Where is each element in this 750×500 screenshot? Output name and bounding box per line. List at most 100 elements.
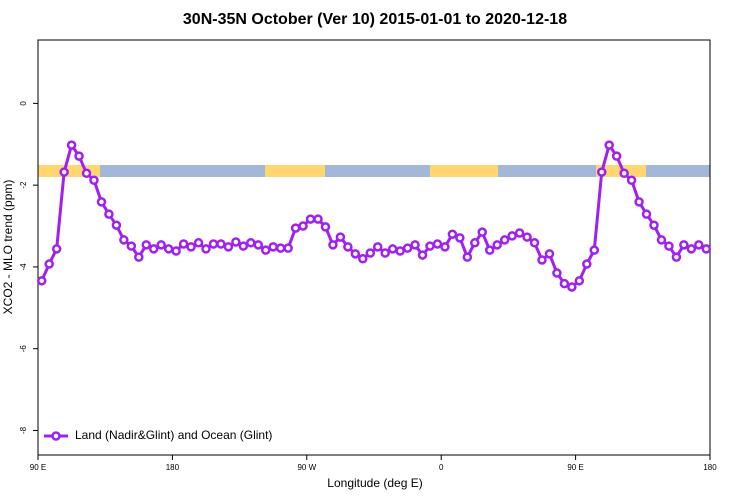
x-tick-label: 90 W	[297, 463, 316, 472]
data-point	[51, 244, 62, 254]
data-point	[611, 151, 622, 161]
data-point	[171, 246, 181, 256]
data-point	[208, 239, 219, 249]
data-point	[484, 245, 495, 255]
data-point	[499, 235, 510, 245]
data-point	[246, 238, 256, 248]
data-point	[313, 214, 323, 224]
data-point	[604, 140, 614, 150]
data-point	[163, 244, 174, 254]
data-point	[395, 246, 405, 256]
data-point	[275, 243, 286, 253]
data-point	[253, 240, 264, 250]
data-point	[119, 235, 129, 245]
data-point	[141, 240, 152, 250]
x-tick-label: 90 E	[30, 463, 46, 472]
data-point	[671, 252, 682, 262]
data-point	[701, 244, 712, 254]
land-ocean-band	[38, 165, 710, 177]
data-point	[634, 197, 644, 207]
y-tick-label: -6	[19, 345, 28, 353]
data-point	[268, 242, 278, 252]
data-point	[559, 278, 570, 289]
data-point	[148, 244, 159, 254]
data-point	[260, 245, 271, 255]
data-point	[402, 243, 413, 253]
data-point	[432, 239, 443, 249]
data-point	[567, 282, 577, 292]
data-point	[193, 238, 204, 248]
data-point	[238, 241, 249, 251]
data-point	[178, 239, 189, 249]
data-point	[365, 248, 376, 258]
land-band	[265, 165, 325, 177]
legend-marker	[51, 431, 61, 441]
data-point	[582, 259, 592, 269]
data-point	[589, 245, 600, 255]
data-point	[529, 238, 540, 248]
y-axis-label: XCO2 - MLO trend (ppm)	[1, 180, 15, 315]
data-point	[552, 268, 562, 278]
data-point	[231, 237, 241, 247]
land-band	[430, 165, 498, 177]
legend: Land (Nadir&Glint) and Ocean (Glint)	[44, 428, 272, 442]
data-point	[470, 238, 480, 248]
data-point	[477, 227, 488, 237]
data-point	[335, 232, 346, 242]
data-point	[641, 209, 652, 219]
x-tick-label: 180	[703, 463, 717, 472]
data-point	[134, 252, 144, 262]
data-point	[74, 151, 84, 161]
data-point	[417, 250, 428, 260]
data-point	[507, 231, 517, 241]
data-point	[320, 222, 331, 232]
data-point	[328, 240, 338, 250]
data-point	[455, 233, 465, 243]
y-tick-label: -4	[19, 263, 28, 271]
x-tick-label: 0	[439, 463, 444, 472]
data-point	[664, 241, 674, 251]
data-point	[619, 168, 629, 179]
data-point	[440, 242, 450, 252]
data-point	[380, 248, 390, 258]
y-tick-label: 0	[19, 101, 28, 106]
data-point	[350, 249, 361, 259]
data-point	[656, 235, 667, 245]
data-point	[66, 140, 77, 150]
y-tick-label: -2	[19, 181, 28, 189]
data-point	[596, 167, 607, 177]
data-point	[425, 241, 435, 251]
data-point	[298, 221, 308, 231]
data-point	[686, 244, 697, 254]
data-point	[81, 168, 92, 179]
data-point	[649, 220, 659, 230]
data-point	[694, 240, 704, 250]
data-point	[223, 242, 234, 252]
data-point	[410, 240, 420, 250]
data-point	[447, 229, 458, 239]
data-point	[89, 175, 99, 185]
chart-title: 30N-35N October (Ver 10) 2015-01-01 to 2…	[183, 11, 567, 28]
data-point	[462, 252, 473, 262]
data-point	[679, 240, 689, 250]
data-point	[290, 223, 301, 233]
data-point	[283, 243, 293, 253]
data-point	[537, 255, 547, 265]
data-point	[544, 249, 555, 259]
data-point	[305, 214, 316, 224]
data-point	[372, 242, 383, 252]
x-axis-label: Longitude (deg E)	[327, 476, 422, 490]
x-tick-label: 180	[166, 463, 180, 472]
ocean-band	[38, 165, 710, 177]
data-point	[492, 240, 502, 250]
data-point	[126, 241, 137, 251]
data-point	[514, 228, 525, 238]
data-point	[522, 232, 532, 242]
data-point	[59, 167, 69, 177]
y-tick-label: -8	[19, 426, 28, 434]
data-point	[626, 175, 637, 185]
data-point	[343, 242, 353, 252]
x-tick-label: 90 E	[567, 463, 583, 472]
data-point	[44, 259, 54, 269]
